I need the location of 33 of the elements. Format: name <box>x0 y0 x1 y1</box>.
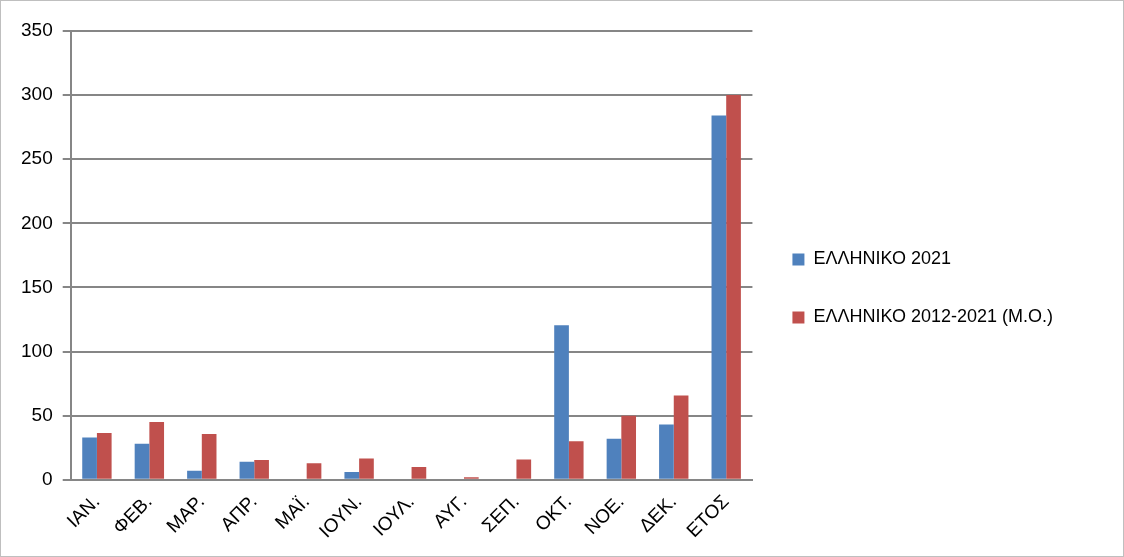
legend-label: ΕΛΛΗΝΙΚΟ 2012-2021 (Μ.Ο.) <box>813 306 1054 327</box>
bar <box>606 438 622 479</box>
bar <box>149 422 165 479</box>
bar <box>673 395 689 479</box>
x-tick-label: ΙΑΝ. <box>62 490 104 532</box>
bar <box>201 433 217 479</box>
y-tick-label: 100 <box>21 339 53 361</box>
bar <box>359 458 374 479</box>
y-tick-label: 200 <box>21 211 53 233</box>
bar <box>82 437 97 479</box>
bar <box>187 470 202 479</box>
legend-label: ΕΛΛΗΝΙΚΟ 2021 <box>813 248 951 269</box>
x-tick-label: ΦΕΒ. <box>108 490 156 538</box>
bar <box>306 463 322 479</box>
y-tick-label: 350 <box>21 19 53 41</box>
bar <box>516 459 532 479</box>
bar <box>239 461 255 479</box>
bar <box>726 95 741 479</box>
y-tick-label: 0 <box>42 467 53 489</box>
bar <box>134 443 150 479</box>
bar <box>659 424 674 479</box>
y-tick-label: 300 <box>21 83 53 105</box>
y-tick-label: 250 <box>21 147 53 169</box>
y-tick-label: 150 <box>21 275 53 297</box>
bar <box>621 415 637 479</box>
bar <box>568 441 584 479</box>
y-tick-label: 50 <box>31 403 53 425</box>
bar <box>554 325 569 479</box>
bar <box>411 467 427 479</box>
bar <box>96 432 112 479</box>
bar <box>254 459 269 479</box>
bar <box>711 115 727 479</box>
bar <box>344 472 360 479</box>
